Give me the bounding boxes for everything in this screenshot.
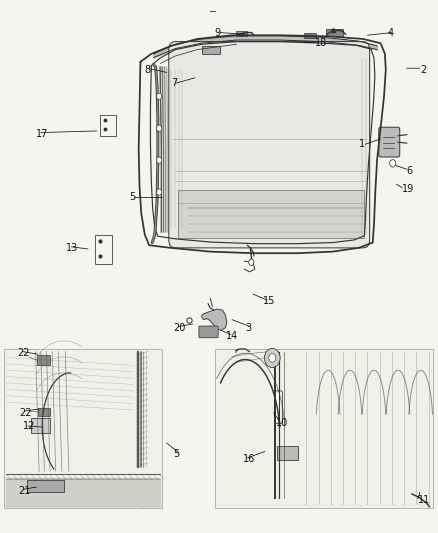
Text: 14: 14 — [226, 330, 238, 341]
FancyBboxPatch shape — [27, 480, 64, 492]
Text: 4: 4 — [387, 28, 393, 38]
Circle shape — [156, 93, 162, 100]
Text: 15: 15 — [263, 296, 275, 306]
Text: 13: 13 — [66, 243, 78, 253]
FancyBboxPatch shape — [202, 46, 220, 54]
Circle shape — [265, 349, 280, 368]
Text: 6: 6 — [407, 166, 413, 176]
FancyBboxPatch shape — [37, 356, 49, 366]
FancyBboxPatch shape — [326, 29, 343, 36]
Text: 16: 16 — [243, 454, 255, 464]
FancyBboxPatch shape — [38, 408, 49, 416]
Text: 8: 8 — [145, 65, 151, 75]
FancyBboxPatch shape — [304, 33, 316, 38]
Text: 12: 12 — [22, 421, 35, 431]
FancyBboxPatch shape — [277, 446, 298, 460]
Polygon shape — [201, 309, 227, 330]
Text: 2: 2 — [420, 65, 426, 75]
FancyBboxPatch shape — [379, 127, 400, 157]
FancyBboxPatch shape — [31, 418, 49, 433]
Text: 19: 19 — [403, 184, 415, 195]
Text: 18: 18 — [315, 38, 327, 48]
FancyBboxPatch shape — [275, 391, 283, 423]
Text: 17: 17 — [35, 128, 48, 139]
Circle shape — [249, 259, 254, 265]
Text: 11: 11 — [418, 495, 430, 505]
Text: 9: 9 — [215, 28, 221, 38]
Circle shape — [390, 160, 396, 167]
Circle shape — [156, 157, 162, 164]
Text: 20: 20 — [173, 322, 186, 333]
FancyBboxPatch shape — [199, 326, 218, 338]
Text: 10: 10 — [276, 418, 288, 429]
Bar — [215, 349, 433, 508]
Text: 7: 7 — [171, 78, 177, 88]
Text: 5: 5 — [130, 192, 136, 203]
Circle shape — [156, 125, 162, 132]
FancyBboxPatch shape — [169, 42, 370, 248]
FancyBboxPatch shape — [236, 31, 247, 36]
Text: 1: 1 — [359, 139, 365, 149]
Circle shape — [269, 354, 276, 362]
Text: 22: 22 — [19, 408, 32, 418]
Text: 22: 22 — [17, 348, 30, 358]
Text: 5: 5 — [173, 449, 180, 458]
Text: 21: 21 — [18, 486, 31, 496]
Circle shape — [156, 189, 162, 195]
Text: 3: 3 — [245, 322, 251, 333]
FancyBboxPatch shape — [177, 190, 364, 238]
Bar — [4, 349, 162, 508]
